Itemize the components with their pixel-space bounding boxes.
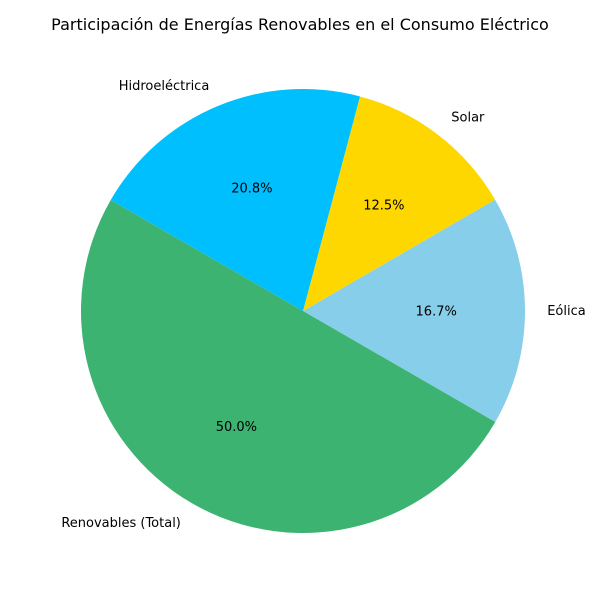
slice-category-label: Renovables (Total) — [61, 516, 181, 531]
chart-title: Participación de Energías Renovables en … — [51, 15, 549, 34]
slice-percent-label: 50.0% — [216, 420, 257, 435]
pie-slice — [303, 199, 525, 422]
pie-slice — [303, 96, 496, 311]
slice-category-label: Eólica — [547, 304, 586, 319]
slice-percent-label: 12.5% — [363, 199, 404, 214]
slice-category-label: Hidroeléctrica — [119, 79, 210, 94]
pie-slice — [110, 88, 361, 312]
slice-category-label: Solar — [451, 110, 485, 125]
pie-slice — [80, 200, 496, 534]
slice-percent-label: 16.7% — [416, 304, 457, 319]
pie-slices — [80, 88, 525, 534]
pie-labels: 16.7% Eólica 12.5% Solar 20.8% Hidroeléctrica… — [61, 79, 585, 531]
slice-percent-label: 20.8% — [231, 181, 272, 196]
